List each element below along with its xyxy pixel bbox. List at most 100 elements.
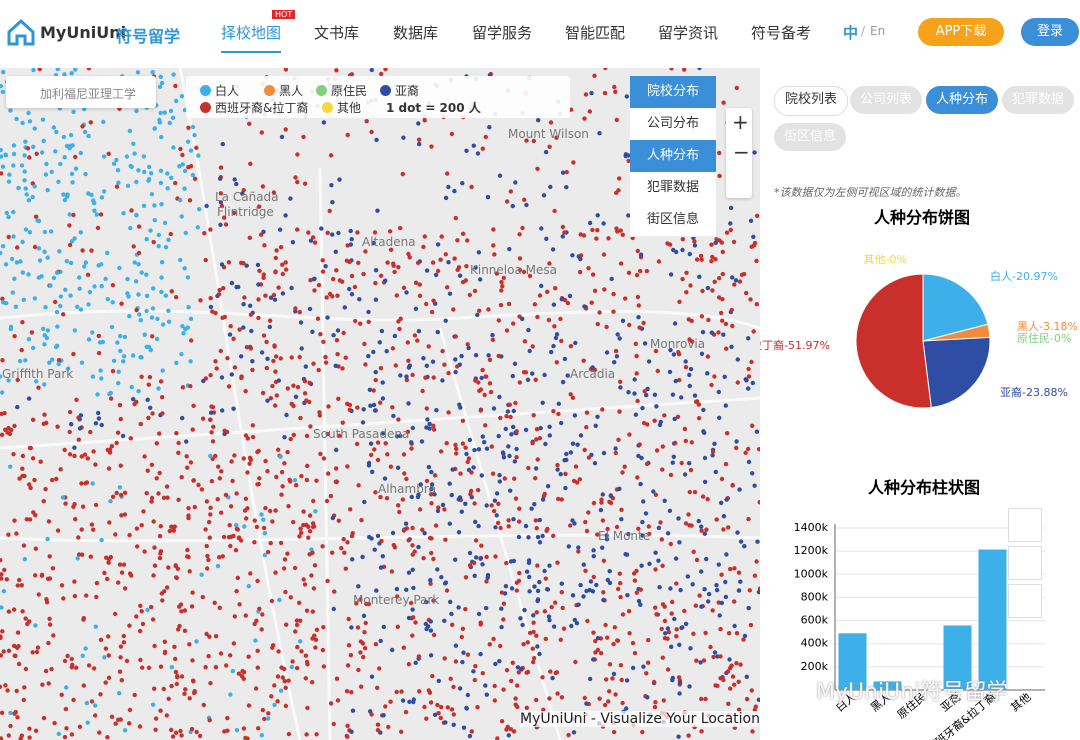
dot (626, 270, 632, 275)
dot (349, 273, 355, 279)
logo-cn[interactable]: 符号留学 (116, 27, 181, 46)
dot (636, 315, 641, 320)
dot (392, 333, 398, 339)
dot (68, 260, 74, 266)
panel-tab[interactable]: 院校列表 (774, 86, 849, 116)
lang-cn[interactable]: 中 (843, 24, 859, 42)
place-label: La Cañada (215, 190, 279, 204)
nav-item[interactable]: 智能匹配 (565, 24, 626, 42)
dot (522, 339, 528, 344)
dot (244, 516, 249, 521)
map[interactable]: Mount Wilson La Cañada Flintridge Altadena K… (0, 68, 760, 740)
dot (545, 484, 551, 489)
lang-en[interactable]: En (870, 24, 886, 38)
zoom-out[interactable]: − (733, 140, 750, 164)
app-button[interactable]: APP下载 (918, 18, 1004, 46)
dot (127, 314, 132, 319)
dot (264, 339, 269, 345)
dot (535, 563, 540, 568)
dot (687, 461, 692, 466)
dot (356, 667, 361, 673)
dot (92, 284, 97, 289)
dot (152, 203, 157, 208)
layer-button[interactable]: 犯罪数据 (630, 172, 716, 205)
dot (453, 643, 459, 648)
nav-item[interactable]: 留学服务 (472, 24, 533, 42)
dot (527, 574, 532, 580)
dot (233, 548, 239, 553)
dot (547, 424, 552, 429)
dot (611, 729, 617, 735)
dot (630, 640, 636, 646)
dot (706, 591, 712, 597)
dot (508, 414, 513, 420)
dot (746, 374, 752, 379)
dot (717, 415, 722, 420)
dot (232, 614, 237, 619)
nav-item[interactable]: 数据库 (393, 24, 439, 42)
panel-tab[interactable]: 人种分布 (926, 86, 999, 114)
dot (581, 594, 586, 599)
dot (208, 512, 213, 517)
search-box[interactable]: 加利福尼亚理工学 (6, 76, 156, 108)
nav-item[interactable]: 择校地图 (221, 22, 282, 53)
dot (429, 469, 434, 475)
search-text[interactable]: 加利福尼亚理工学 (40, 87, 137, 101)
nav-item[interactable]: 符号备考 (751, 24, 812, 42)
phone-button[interactable] (1008, 508, 1042, 542)
dot (751, 234, 756, 239)
dot (472, 501, 477, 506)
dot (569, 623, 574, 629)
dot (586, 455, 592, 460)
dot (534, 437, 539, 442)
login-button[interactable]: 登录 (1021, 18, 1079, 46)
dot (166, 696, 171, 701)
dot (20, 453, 26, 459)
dot (158, 549, 164, 554)
pie-label: 原住民-0% (1017, 331, 1071, 345)
dot (29, 330, 35, 335)
dot (493, 554, 498, 559)
dot (715, 654, 720, 659)
dot (570, 441, 576, 446)
panel-tab[interactable]: 犯罪数据 (1002, 86, 1075, 114)
dot (720, 297, 725, 302)
dot (62, 447, 67, 453)
dot (613, 89, 618, 94)
dot (101, 154, 107, 159)
nav-item[interactable]: 文书库 (314, 24, 360, 42)
dot (240, 191, 245, 196)
dot (587, 220, 593, 226)
dot (248, 346, 254, 351)
dot (149, 171, 154, 176)
dot (391, 413, 396, 419)
qr-button[interactable] (1008, 546, 1042, 580)
dot (334, 268, 339, 273)
layer-button[interactable]: 街区信息 (630, 204, 716, 237)
dot (103, 680, 108, 685)
dot (691, 549, 696, 554)
dot (267, 318, 273, 323)
dot (348, 228, 353, 234)
dot (549, 604, 554, 610)
dot (62, 72, 67, 77)
panel-tab[interactable]: 街区信息 (774, 123, 847, 151)
dot (388, 464, 394, 469)
dot (85, 720, 90, 725)
zoom-in[interactable]: + (732, 110, 749, 134)
panel-tab[interactable]: 公司列表 (850, 86, 923, 114)
layer-button[interactable]: 公司分布 (630, 108, 716, 141)
dot (660, 444, 665, 449)
dot (96, 263, 101, 268)
dot (607, 580, 613, 586)
dot (710, 453, 715, 458)
dot (6, 179, 12, 184)
dot (8, 108, 13, 113)
layer-button[interactable]: 院校分布 (630, 76, 716, 109)
logo-text[interactable]: MyUniUni (40, 23, 127, 42)
dot (304, 608, 310, 613)
top-button[interactable] (1008, 584, 1042, 618)
nav-item[interactable]: 留学资讯 (658, 24, 719, 42)
layer-button[interactable]: 人种分布 (630, 140, 716, 173)
dot (403, 709, 409, 715)
